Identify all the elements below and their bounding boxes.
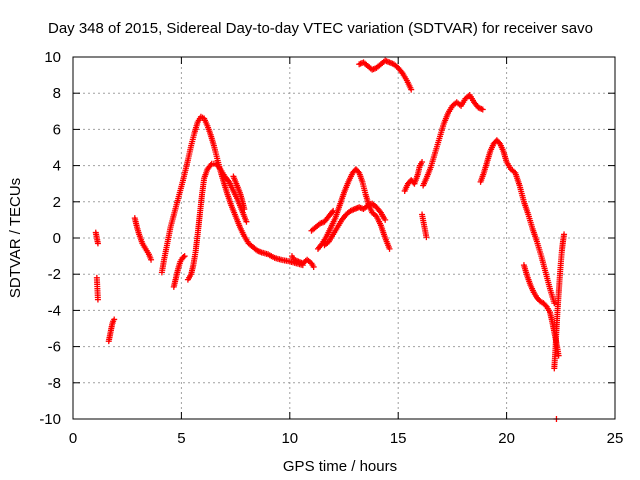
data-point xyxy=(330,207,337,214)
data-point xyxy=(542,302,549,309)
y-tick-label: 0 xyxy=(53,230,61,247)
data-point xyxy=(382,216,389,223)
y-tick-label: -8 xyxy=(48,375,61,392)
data-point xyxy=(111,316,118,323)
data-point xyxy=(355,168,362,175)
y-tick-label: 4 xyxy=(53,158,61,175)
data-point xyxy=(423,234,430,241)
data-point xyxy=(561,231,568,238)
chart-title: Day 348 of 2015, Sidereal Day-to-day VTE… xyxy=(48,20,593,37)
y-tick-label: -10 xyxy=(39,411,61,428)
data-point xyxy=(408,86,415,93)
x-tick-label: 5 xyxy=(177,430,185,447)
y-tick-label: 6 xyxy=(53,121,61,138)
data-point xyxy=(148,256,155,263)
data-point xyxy=(243,218,250,225)
x-tick-label: 20 xyxy=(498,430,515,447)
x-tick-label: 15 xyxy=(390,430,407,447)
axis-ticks: 0 5 10 15 20 25 -10 -8 -6 -4 -2 0 2 4 6 8 10 xyxy=(39,49,623,447)
x-axis-label: GPS time / hours xyxy=(283,458,397,475)
data-point xyxy=(310,263,317,270)
y-tick-label: -2 xyxy=(48,266,61,283)
data-point xyxy=(94,240,101,247)
data-point xyxy=(94,296,101,303)
data-point xyxy=(241,206,248,213)
x-tick-label: 0 xyxy=(69,430,77,447)
y-tick-label: 8 xyxy=(53,85,61,102)
data-point xyxy=(479,106,486,113)
data-point xyxy=(496,139,503,146)
data-point xyxy=(551,300,558,307)
data-point xyxy=(386,245,393,252)
data-point xyxy=(419,158,426,165)
x-tick-label: 10 xyxy=(281,430,298,447)
plot-frame xyxy=(72,56,616,420)
data-points xyxy=(92,57,568,422)
y-tick-label: -4 xyxy=(48,302,61,319)
y-tick-label: -6 xyxy=(48,339,61,356)
x-tick-label: 25 xyxy=(607,430,624,447)
data-point xyxy=(180,254,187,261)
y-tick-label: 2 xyxy=(53,194,61,211)
y-tick-label: 10 xyxy=(44,49,61,66)
data-point xyxy=(181,253,188,260)
y-axis-label: SDTVAR / TECUs xyxy=(7,178,24,298)
